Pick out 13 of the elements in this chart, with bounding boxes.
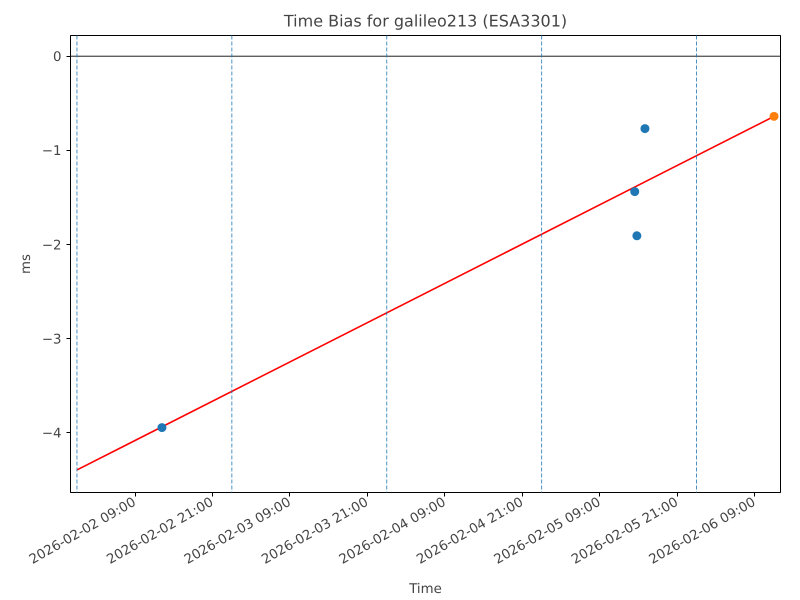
y-tick-label: −1 (42, 144, 62, 160)
y-tick-label: −4 (42, 426, 62, 442)
point (630, 187, 640, 196)
chart-title: Time Bias for galileo213 (ESA3301) (282, 12, 568, 30)
point (640, 124, 650, 134)
y-tick-label: −2 (42, 238, 62, 254)
point (770, 112, 779, 121)
y-tick-label: 0 (53, 50, 62, 66)
point (157, 423, 166, 432)
y-axis-title: ms (18, 254, 34, 274)
point (632, 231, 642, 240)
y-tick-label: −3 (42, 332, 62, 348)
x-axis-title: Time (408, 582, 442, 598)
